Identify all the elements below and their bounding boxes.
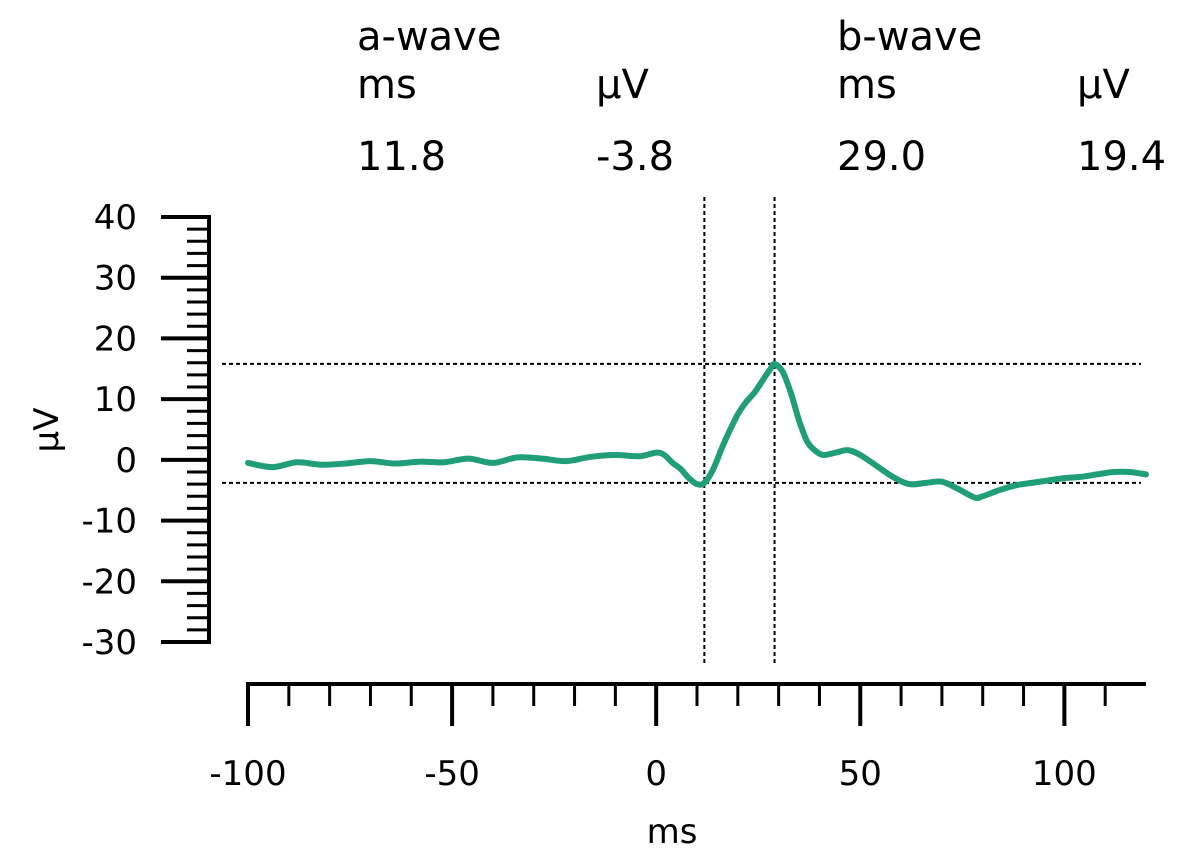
x-tick-label: -50	[424, 754, 480, 794]
measurement-header: a-wave ms µV 11.8 -3.8 b-wave ms µV 29.0…	[357, 14, 1166, 180]
a-wave-ms-value: 11.8	[357, 134, 446, 180]
reference-lines	[222, 197, 1141, 665]
y-tick-label: 30	[94, 259, 137, 299]
a-wave-uv-value: -3.8	[596, 134, 674, 180]
series-group	[245, 360, 1149, 501]
b-wave-uv-value: 19.4	[1077, 134, 1166, 180]
x-axis-title: ms	[647, 812, 698, 852]
y-tick-label: 10	[94, 380, 137, 420]
y-axis: 40 30 20 10 0 -10 -20 -30	[81, 198, 211, 663]
y-tick-label: -20	[81, 562, 137, 602]
b-wave-uv-label: µV	[1077, 62, 1130, 108]
y-axis-title: µV	[27, 408, 67, 453]
b-wave-ms-value: 29.0	[837, 134, 926, 180]
a-wave-uv-label: µV	[596, 62, 649, 108]
b-wave-ms-label: ms	[837, 62, 897, 108]
a-wave-ms-label: ms	[357, 62, 417, 108]
x-axis: -100 -50 0 50 100	[209, 682, 1146, 794]
y-tick-label: 0	[115, 441, 137, 481]
a-wave-title: a-wave	[357, 14, 501, 60]
x-tick-label: 100	[1032, 754, 1097, 794]
x-tick-label: -100	[209, 754, 286, 794]
y-tick-label: 20	[94, 319, 137, 359]
y-tick-label: 40	[94, 198, 137, 238]
x-tick-label: 50	[839, 754, 882, 794]
erg-trace-line	[245, 360, 1149, 501]
x-tick-label: 0	[645, 754, 667, 794]
y-tick-label: -10	[81, 502, 137, 542]
y-tick-label: -30	[81, 623, 137, 663]
b-wave-title: b-wave	[837, 14, 982, 60]
